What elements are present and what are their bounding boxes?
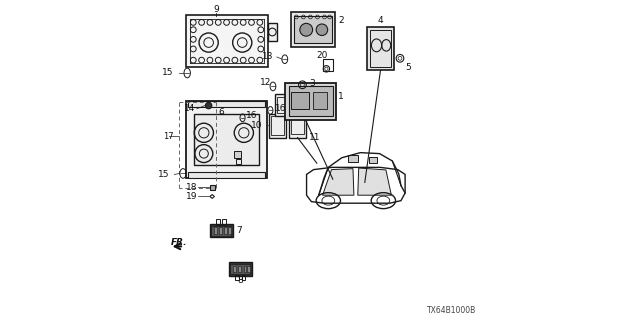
Text: 10: 10 <box>251 121 262 130</box>
Text: 15: 15 <box>157 170 169 179</box>
Bar <box>242 275 246 280</box>
Bar <box>289 86 333 116</box>
Text: 3: 3 <box>310 79 316 88</box>
Bar <box>188 172 265 178</box>
Bar <box>268 23 277 41</box>
Bar <box>228 227 231 234</box>
Bar <box>214 227 216 234</box>
Text: 16: 16 <box>275 104 286 113</box>
Bar <box>210 224 233 237</box>
Bar <box>285 83 336 120</box>
Bar <box>323 59 333 71</box>
Text: 14: 14 <box>184 104 195 113</box>
Bar <box>275 94 291 116</box>
Bar <box>289 112 306 138</box>
Bar <box>277 97 289 113</box>
Bar <box>225 227 227 234</box>
Text: 9: 9 <box>213 5 219 14</box>
Bar <box>211 226 231 236</box>
Bar <box>244 266 246 272</box>
Bar <box>367 27 394 70</box>
Bar <box>312 92 327 109</box>
Bar <box>234 151 241 158</box>
Bar <box>269 114 286 138</box>
Text: 17: 17 <box>163 132 174 140</box>
Text: 2: 2 <box>338 16 344 25</box>
Polygon shape <box>323 169 354 195</box>
Bar <box>186 15 268 67</box>
Text: 8: 8 <box>237 276 243 285</box>
Text: 16: 16 <box>246 111 257 120</box>
Bar <box>236 275 239 280</box>
Bar <box>291 12 335 47</box>
Bar <box>230 264 250 274</box>
Bar <box>236 159 241 164</box>
Bar <box>234 266 236 272</box>
Bar <box>369 157 377 163</box>
Bar <box>229 262 252 276</box>
Text: 12: 12 <box>260 78 271 87</box>
Text: 20: 20 <box>316 52 327 60</box>
Bar <box>219 227 222 234</box>
Text: FR.: FR. <box>172 238 188 247</box>
Bar <box>370 30 391 67</box>
Text: 4: 4 <box>378 16 383 25</box>
Text: 13: 13 <box>262 52 274 61</box>
Text: 5: 5 <box>406 63 412 72</box>
Text: 18: 18 <box>186 183 198 192</box>
Bar <box>186 101 267 178</box>
Bar <box>188 101 265 107</box>
Bar <box>195 114 259 165</box>
Bar <box>291 115 304 134</box>
Text: 19: 19 <box>186 192 198 201</box>
Bar <box>348 155 358 162</box>
Bar <box>239 266 241 272</box>
Text: 15: 15 <box>162 68 173 77</box>
Bar <box>248 266 250 272</box>
Bar <box>271 116 284 135</box>
Ellipse shape <box>205 102 212 109</box>
Ellipse shape <box>316 24 328 36</box>
Text: 11: 11 <box>309 133 321 142</box>
Text: 1: 1 <box>338 92 343 101</box>
Text: 7: 7 <box>236 226 241 235</box>
Bar <box>216 219 220 225</box>
Ellipse shape <box>300 23 312 36</box>
Bar <box>223 219 227 225</box>
Text: TX64B1000B: TX64B1000B <box>427 306 476 315</box>
Bar <box>294 16 332 43</box>
Bar <box>291 92 309 109</box>
Bar <box>210 185 215 190</box>
Text: 6: 6 <box>218 108 223 117</box>
Polygon shape <box>358 168 392 195</box>
